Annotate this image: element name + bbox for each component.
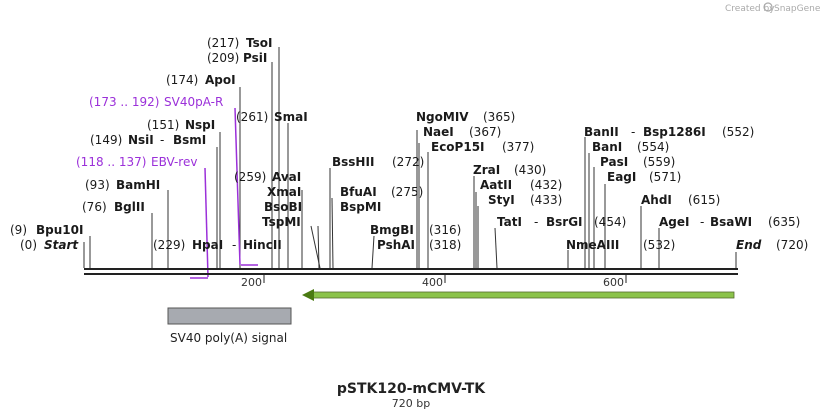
site-pos: (433) <box>530 193 562 207</box>
site-pos: (377) <box>502 140 534 154</box>
site-name-2[interactable]: Bsp1286I <box>643 125 706 139</box>
site-name[interactable]: XmaI <box>267 185 301 199</box>
site-name[interactable]: NmeAIII <box>566 238 619 252</box>
site-pos: (554) <box>637 140 669 154</box>
tick-400: 400 <box>422 276 443 289</box>
site-pos: (532) <box>643 238 675 252</box>
site-name[interactable]: BanI <box>592 140 622 154</box>
site-name[interactable]: HpaI <box>192 238 223 252</box>
site-name[interactable]: BglII <box>114 200 145 214</box>
site-name[interactable]: AgeI <box>659 215 689 229</box>
watermark-text: Created by <box>725 4 775 14</box>
site-pos: (209) <box>207 51 239 65</box>
site-name[interactable]: BsoBI <box>264 200 302 214</box>
dash-separator: - <box>700 215 704 229</box>
map-subtitle: 720 bp <box>392 397 430 410</box>
site-name[interactable]: SmaI <box>274 110 308 124</box>
site-name[interactable]: StyI <box>488 193 515 207</box>
site-name[interactable]: ZraI <box>473 163 500 177</box>
site-pos: (571) <box>649 170 681 184</box>
site-pos: (432) <box>530 178 562 192</box>
site-pos: (454) <box>594 215 626 229</box>
site-name[interactable]: EagI <box>607 170 636 184</box>
site-name[interactable]: End <box>736 238 762 252</box>
site-pos: (174) <box>166 73 198 87</box>
site-name[interactable]: BanII <box>584 125 619 139</box>
site-pos: (259) <box>234 170 266 184</box>
feature-sv40-label: SV40 poly(A) signal <box>170 331 287 345</box>
site-pos: (0) <box>20 238 37 252</box>
site-name[interactable]: AatII <box>480 178 512 192</box>
watermark-brand: SnapGene <box>774 4 821 14</box>
feature-sv40-polya[interactable] <box>167 307 292 325</box>
primer-name[interactable]: EBV-rev <box>151 155 197 169</box>
site-pos: (93) <box>85 178 110 192</box>
site-name[interactable]: BmgBI <box>370 223 414 237</box>
site-name[interactable]: TspMI <box>262 215 301 229</box>
site-name[interactable]: AhdI <box>641 193 672 207</box>
site-name[interactable]: BamHI <box>116 178 160 192</box>
primer-range: (118 .. 137) <box>76 155 146 169</box>
site-pos: (76) <box>82 200 107 214</box>
site-pos: (272) <box>392 155 424 169</box>
site-name[interactable]: TsoI <box>246 36 272 50</box>
dash-separator: - <box>534 215 538 229</box>
site-labels: (217) TsoI (209) PsiI (174) ApoI (173 ..… <box>10 36 808 252</box>
site-name[interactable]: AvaI <box>272 170 301 184</box>
site-name[interactable]: ApoI <box>205 73 236 87</box>
site-pos: (552) <box>722 125 754 139</box>
site-pos: (720) <box>776 238 808 252</box>
tick-600: 600 <box>603 276 624 289</box>
dash-separator: - <box>232 238 236 252</box>
dash-separator: - <box>160 133 164 147</box>
site-name[interactable]: PasI <box>600 155 628 169</box>
ruler-ticks <box>263 275 627 283</box>
dash-separator: - <box>631 125 635 139</box>
tick-200: 200 <box>241 276 262 289</box>
site-name[interactable]: EcoP15I <box>431 140 485 154</box>
site-pos: (149) <box>90 133 122 147</box>
site-pos: (367) <box>469 125 501 139</box>
site-name-2[interactable]: HincII <box>243 238 282 252</box>
site-pos: (316) <box>429 223 461 237</box>
snapgene-logo-icon <box>763 2 773 12</box>
site-pos: (635) <box>768 215 800 229</box>
site-name[interactable]: NaeI <box>423 125 454 139</box>
site-name-2[interactable]: BsrGI <box>546 215 583 229</box>
site-name[interactable]: NgoMIV <box>416 110 469 124</box>
site-name-2[interactable]: BsaWI <box>710 215 752 229</box>
site-pos: (151) <box>147 118 179 132</box>
site-pos: (217) <box>207 36 239 50</box>
site-connectors <box>83 47 737 269</box>
site-pos: (275) <box>391 185 423 199</box>
map-title: pSTK120-mCMV-TK <box>337 381 486 397</box>
snapgene-watermark: Created by SnapGene <box>725 2 821 14</box>
site-pos: (261) <box>236 110 268 124</box>
site-pos: (365) <box>483 110 515 124</box>
site-name[interactable]: PshAI <box>377 238 415 252</box>
site-name[interactable]: BspMI <box>340 200 381 214</box>
site-name[interactable]: NsiI <box>128 133 154 147</box>
site-name[interactable]: TatI <box>497 215 522 229</box>
site-name[interactable]: Bpu10I <box>36 223 83 237</box>
site-pos: (615) <box>688 193 720 207</box>
site-pos: (430) <box>514 163 546 177</box>
primer-range: (173 .. 192) <box>89 95 159 109</box>
site-pos: (9) <box>10 223 27 237</box>
site-name[interactable]: PsiI <box>243 51 267 65</box>
site-name[interactable]: NspI <box>185 118 215 132</box>
site-name[interactable]: BfuAI <box>340 185 377 199</box>
site-name[interactable]: Start <box>44 238 79 252</box>
feature-arrow[interactable] <box>302 289 735 301</box>
primer-connectors <box>190 107 258 279</box>
sequence-backbone <box>84 268 738 275</box>
site-pos: (318) <box>429 238 461 252</box>
site-name[interactable]: BssHII <box>332 155 374 169</box>
site-name-2[interactable]: BsmI <box>173 133 206 147</box>
site-pos: (559) <box>643 155 675 169</box>
primer-name[interactable]: SV40pA-R <box>164 95 223 109</box>
site-pos: (229) <box>153 238 185 252</box>
